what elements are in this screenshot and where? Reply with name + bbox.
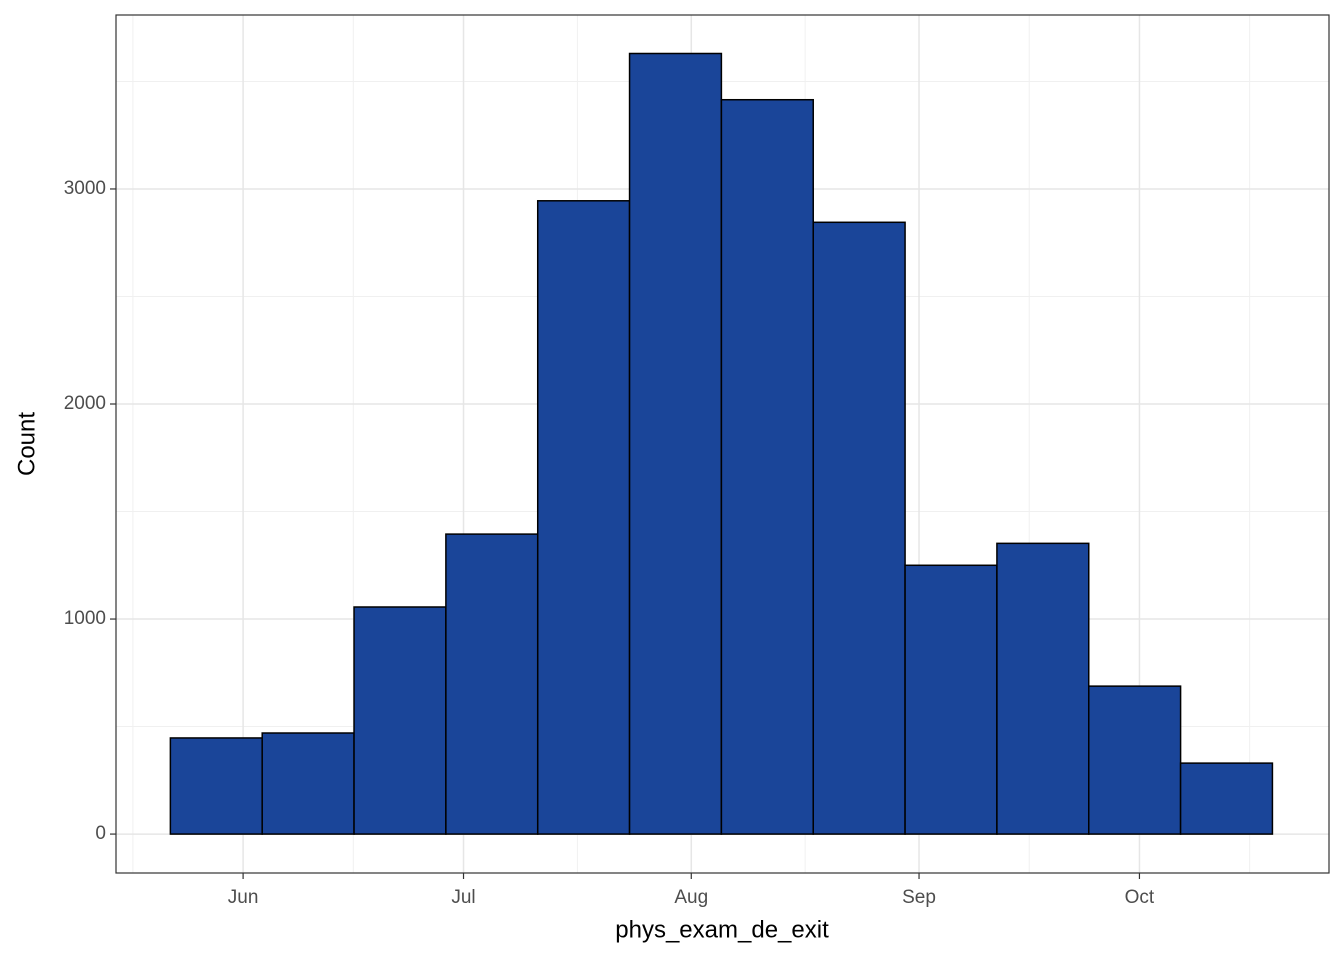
x-tick-label: Oct (1125, 887, 1155, 908)
bar (1088, 685, 1182, 835)
y-tick-label: 0 (95, 823, 106, 844)
bar (904, 564, 998, 835)
x-axis-title: phys_exam_de_exit (615, 916, 829, 943)
bar (1179, 762, 1274, 835)
bars (169, 52, 1274, 835)
x-tick-label: Sep (902, 887, 936, 908)
bar (445, 533, 539, 835)
bar (720, 98, 814, 835)
y-tick-label: 3000 (64, 178, 106, 199)
bar (353, 606, 447, 835)
bar (812, 221, 906, 835)
y-tick-label: 2000 (64, 393, 106, 414)
x-tick-label: Aug (674, 887, 708, 908)
bar (996, 542, 1090, 835)
x-tick-label: Jul (451, 887, 475, 908)
bar (536, 200, 631, 835)
y-axis-title: Count (13, 412, 40, 476)
bar (169, 737, 263, 835)
y-tick-label: 1000 (64, 608, 106, 629)
x-tick-label: Jun (228, 887, 259, 908)
bar (261, 732, 355, 835)
bar (628, 52, 723, 835)
panel-border (115, 14, 1330, 874)
